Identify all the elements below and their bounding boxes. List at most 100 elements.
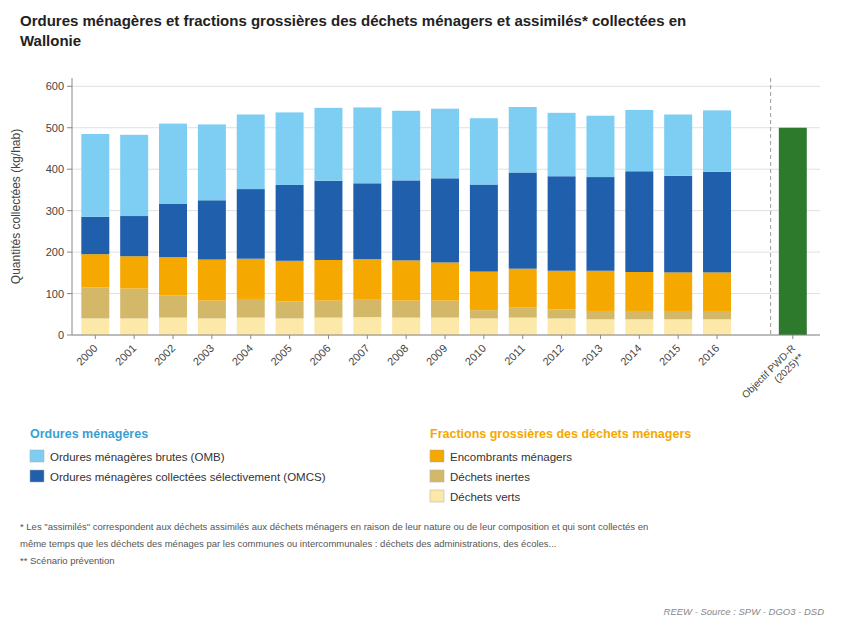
bar-segment: [548, 271, 576, 310]
legend-swatch: [430, 470, 444, 482]
bar-segment: [314, 260, 342, 301]
bar-segment: [198, 318, 226, 335]
bar-segment: [431, 318, 459, 335]
bar-segment: [586, 311, 614, 319]
bar-segment: [703, 272, 731, 311]
bar-segment: [392, 260, 420, 300]
bar-segment: [81, 217, 109, 254]
x-tick-label: 2006: [307, 342, 333, 368]
bar-segment: [548, 176, 576, 271]
bar-segment: [470, 310, 498, 318]
x-tick-label: 2014: [618, 342, 644, 368]
legend-entry: Déchets inertes: [450, 471, 530, 483]
bar-segment: [159, 296, 187, 318]
x-tick-label: 2012: [540, 342, 566, 368]
bar-segment: [120, 216, 148, 256]
y-tick: [67, 86, 72, 87]
bar-segment: [276, 185, 304, 261]
footnote: ** Scénario prévention: [20, 555, 115, 566]
bar-segment: [625, 319, 653, 335]
bar-segment: [548, 318, 576, 335]
y-tick-label: 600: [46, 80, 64, 92]
bar-segment: [237, 318, 265, 335]
bar-segment: [509, 307, 537, 317]
bar-segment: [237, 259, 265, 299]
legend-entry: Ordures ménagères brutes (OMB): [50, 451, 225, 463]
bar-segment: [120, 318, 148, 335]
bar-segment: [159, 124, 187, 204]
x-tick-label: 2000: [74, 342, 100, 368]
bar-segment: [431, 109, 459, 179]
bar-segment: [664, 176, 692, 273]
y-tick: [67, 252, 72, 253]
x-tick-label: 2005: [268, 342, 294, 368]
legend-swatch: [430, 450, 444, 462]
bar-segment: [431, 178, 459, 262]
bar-segment: [392, 318, 420, 335]
legend-entry: Déchets verts: [450, 491, 521, 503]
series: [81, 107, 731, 217]
bar-segment: [470, 272, 498, 311]
bar-segment: [198, 124, 226, 200]
bar-segment: [703, 319, 731, 335]
bar-segment: [548, 309, 576, 318]
bar-segment: [625, 110, 653, 171]
grid-line: [72, 86, 820, 87]
grid: [67, 86, 820, 335]
y-tick-label: 100: [46, 288, 64, 300]
x-tick: [250, 335, 251, 339]
x-tick-label: 2013: [579, 342, 605, 368]
text-line: (2025)**: [772, 351, 806, 385]
bar-segment: [664, 114, 692, 175]
title: Ordures ménagères et fractions grossière…: [20, 12, 686, 49]
marks: [81, 107, 806, 335]
bar-segment: [625, 311, 653, 319]
bar-segment: [198, 260, 226, 301]
bar-segment: [198, 301, 226, 319]
legend-group-title: Ordures ménagères: [30, 427, 148, 441]
bar-segment: [314, 301, 342, 318]
bar-segment: [353, 107, 381, 183]
bar-segment: [586, 319, 614, 335]
bar-segment: [81, 287, 109, 318]
x-tick-label: 2011: [502, 342, 527, 367]
bar-segment: [509, 318, 537, 335]
bar-segment: [586, 271, 614, 311]
bar-segment: [314, 318, 342, 335]
y-tick-label: 200: [46, 246, 64, 258]
x-tick-label: 2003: [191, 342, 217, 368]
x-tick-label: 2004: [229, 342, 255, 368]
x-tick: [600, 335, 601, 339]
bar-segment: [664, 319, 692, 335]
target-bar: [779, 128, 807, 335]
bar-segment: [509, 107, 537, 172]
bar-segment: [392, 180, 420, 260]
x-tick-label: 2007: [346, 342, 372, 368]
bar-segment: [431, 301, 459, 318]
y-tick: [67, 169, 72, 170]
x-tick: [639, 335, 640, 339]
x-tick: [95, 335, 96, 339]
x-tick: [792, 335, 793, 339]
bar-segment: [703, 110, 731, 171]
y-tick: [67, 335, 72, 336]
x-tick-label: 2016: [696, 342, 722, 368]
y-tick-label: 500: [46, 122, 64, 134]
x-tick-label: 2010: [463, 342, 489, 368]
series: [81, 317, 731, 335]
bar-segment: [159, 318, 187, 335]
bar-segment: [353, 317, 381, 335]
x-tick: [328, 335, 329, 339]
bar-segment: [276, 112, 304, 185]
x-tick-label: 2009: [424, 342, 450, 368]
bar-segment: [353, 259, 381, 300]
x-axis-line: [72, 335, 820, 336]
bar-segment: [276, 318, 304, 335]
bar-segment: [470, 318, 498, 335]
x-tick: [678, 335, 679, 339]
bar-segment: [509, 269, 537, 308]
bar-segment: [159, 204, 187, 257]
bar-segment: [276, 301, 304, 318]
chart: Ordures ménagères et fractions grossière…: [0, 0, 844, 625]
y-tick-label: 400: [46, 163, 64, 175]
